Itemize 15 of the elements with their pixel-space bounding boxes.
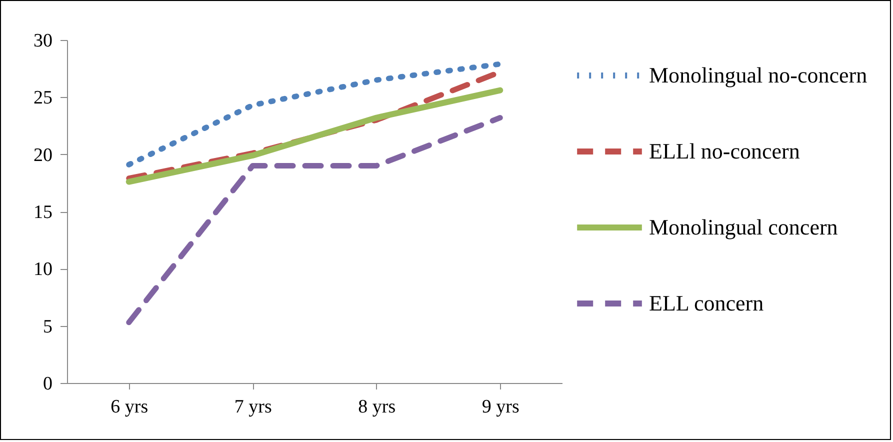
y-tick-label: 25 (34, 88, 52, 109)
x-tick-label: 7 yrs (234, 396, 272, 418)
legend-label: ELL concern (649, 290, 764, 316)
y-tick-label: 5 (43, 316, 52, 338)
y-tick-label: 0 (43, 374, 52, 394)
y-tick-label: 20 (34, 144, 52, 166)
x-tick-label: 6 yrs (110, 396, 148, 418)
legend-label: ELLl no-concern (649, 138, 800, 164)
legend-label: Monolingual concern (649, 214, 838, 240)
x-tick-label: 9 yrs (482, 396, 520, 418)
x-tick-label: 8 yrs (358, 396, 396, 418)
y-tick-label: 10 (34, 259, 52, 280)
y-tick-label: 15 (34, 202, 52, 223)
legend-label: Monolingual no-concern (649, 62, 868, 88)
y-tick-label: 30 (34, 30, 52, 52)
